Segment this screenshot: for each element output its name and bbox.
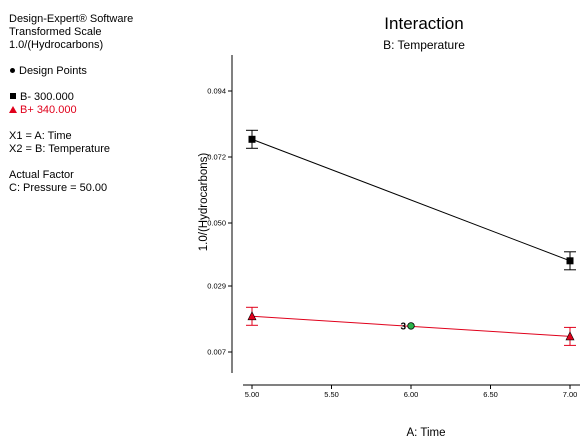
y-axis-label: 1.0/(Hydrocarbons): [198, 153, 210, 252]
series-line-1: [252, 139, 570, 260]
y-tick-label: 0.029: [207, 282, 226, 291]
x-tick-label: 6.00: [404, 390, 419, 399]
data-point-triangle: [248, 312, 256, 320]
design-point-count: 3: [400, 321, 406, 332]
y-tick-label: 0.072: [207, 153, 226, 162]
chart-title: Interaction: [384, 14, 463, 33]
chart-subtitle: B: Temperature: [383, 38, 465, 52]
x-tick-label: 7.00: [563, 390, 578, 399]
y-tick-label: 0.094: [207, 87, 226, 96]
x-tick-label: 6.50: [483, 390, 498, 399]
y-tick-label: 0.050: [207, 219, 226, 228]
x-tick-label: 5.00: [245, 390, 260, 399]
plot-area: 0.007 0.029 0.050 0.072 0.094 5.00 5.50 6.00 6.5…: [207, 55, 580, 399]
y-tick-label: 0.007: [207, 348, 226, 357]
x-tick-label: 5.50: [324, 390, 339, 399]
x-axis-label: A: Time: [407, 427, 446, 439]
data-point-square: [567, 257, 574, 264]
design-point: [408, 323, 415, 330]
data-point-square: [249, 136, 256, 143]
